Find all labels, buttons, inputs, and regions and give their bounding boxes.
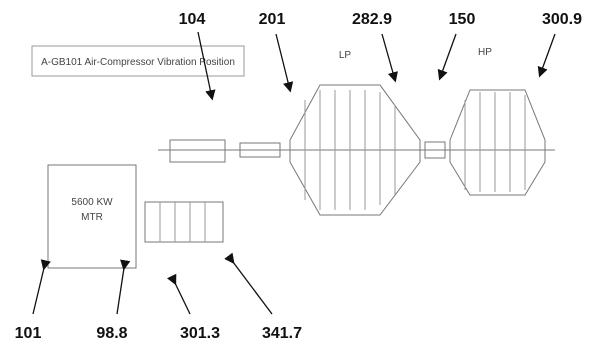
section-label: HP	[478, 47, 492, 58]
motor-label: 5600 KW	[71, 197, 113, 208]
reading: 150	[449, 11, 476, 28]
reading: 101	[15, 325, 42, 342]
reading: 98.8	[96, 325, 127, 342]
reading: 104	[179, 11, 206, 28]
reading: 201	[259, 11, 286, 28]
machinery	[48, 85, 555, 268]
reading: 301.3	[180, 325, 220, 342]
reading: 282.9	[352, 11, 392, 28]
reading: 300.9	[542, 11, 582, 28]
diagram: A-GB101 Air-Compressor Vibration Positio…	[0, 0, 606, 349]
section-label: LP	[339, 50, 352, 61]
motor-label: MTR	[81, 212, 103, 223]
reading: 341.7	[262, 325, 302, 342]
